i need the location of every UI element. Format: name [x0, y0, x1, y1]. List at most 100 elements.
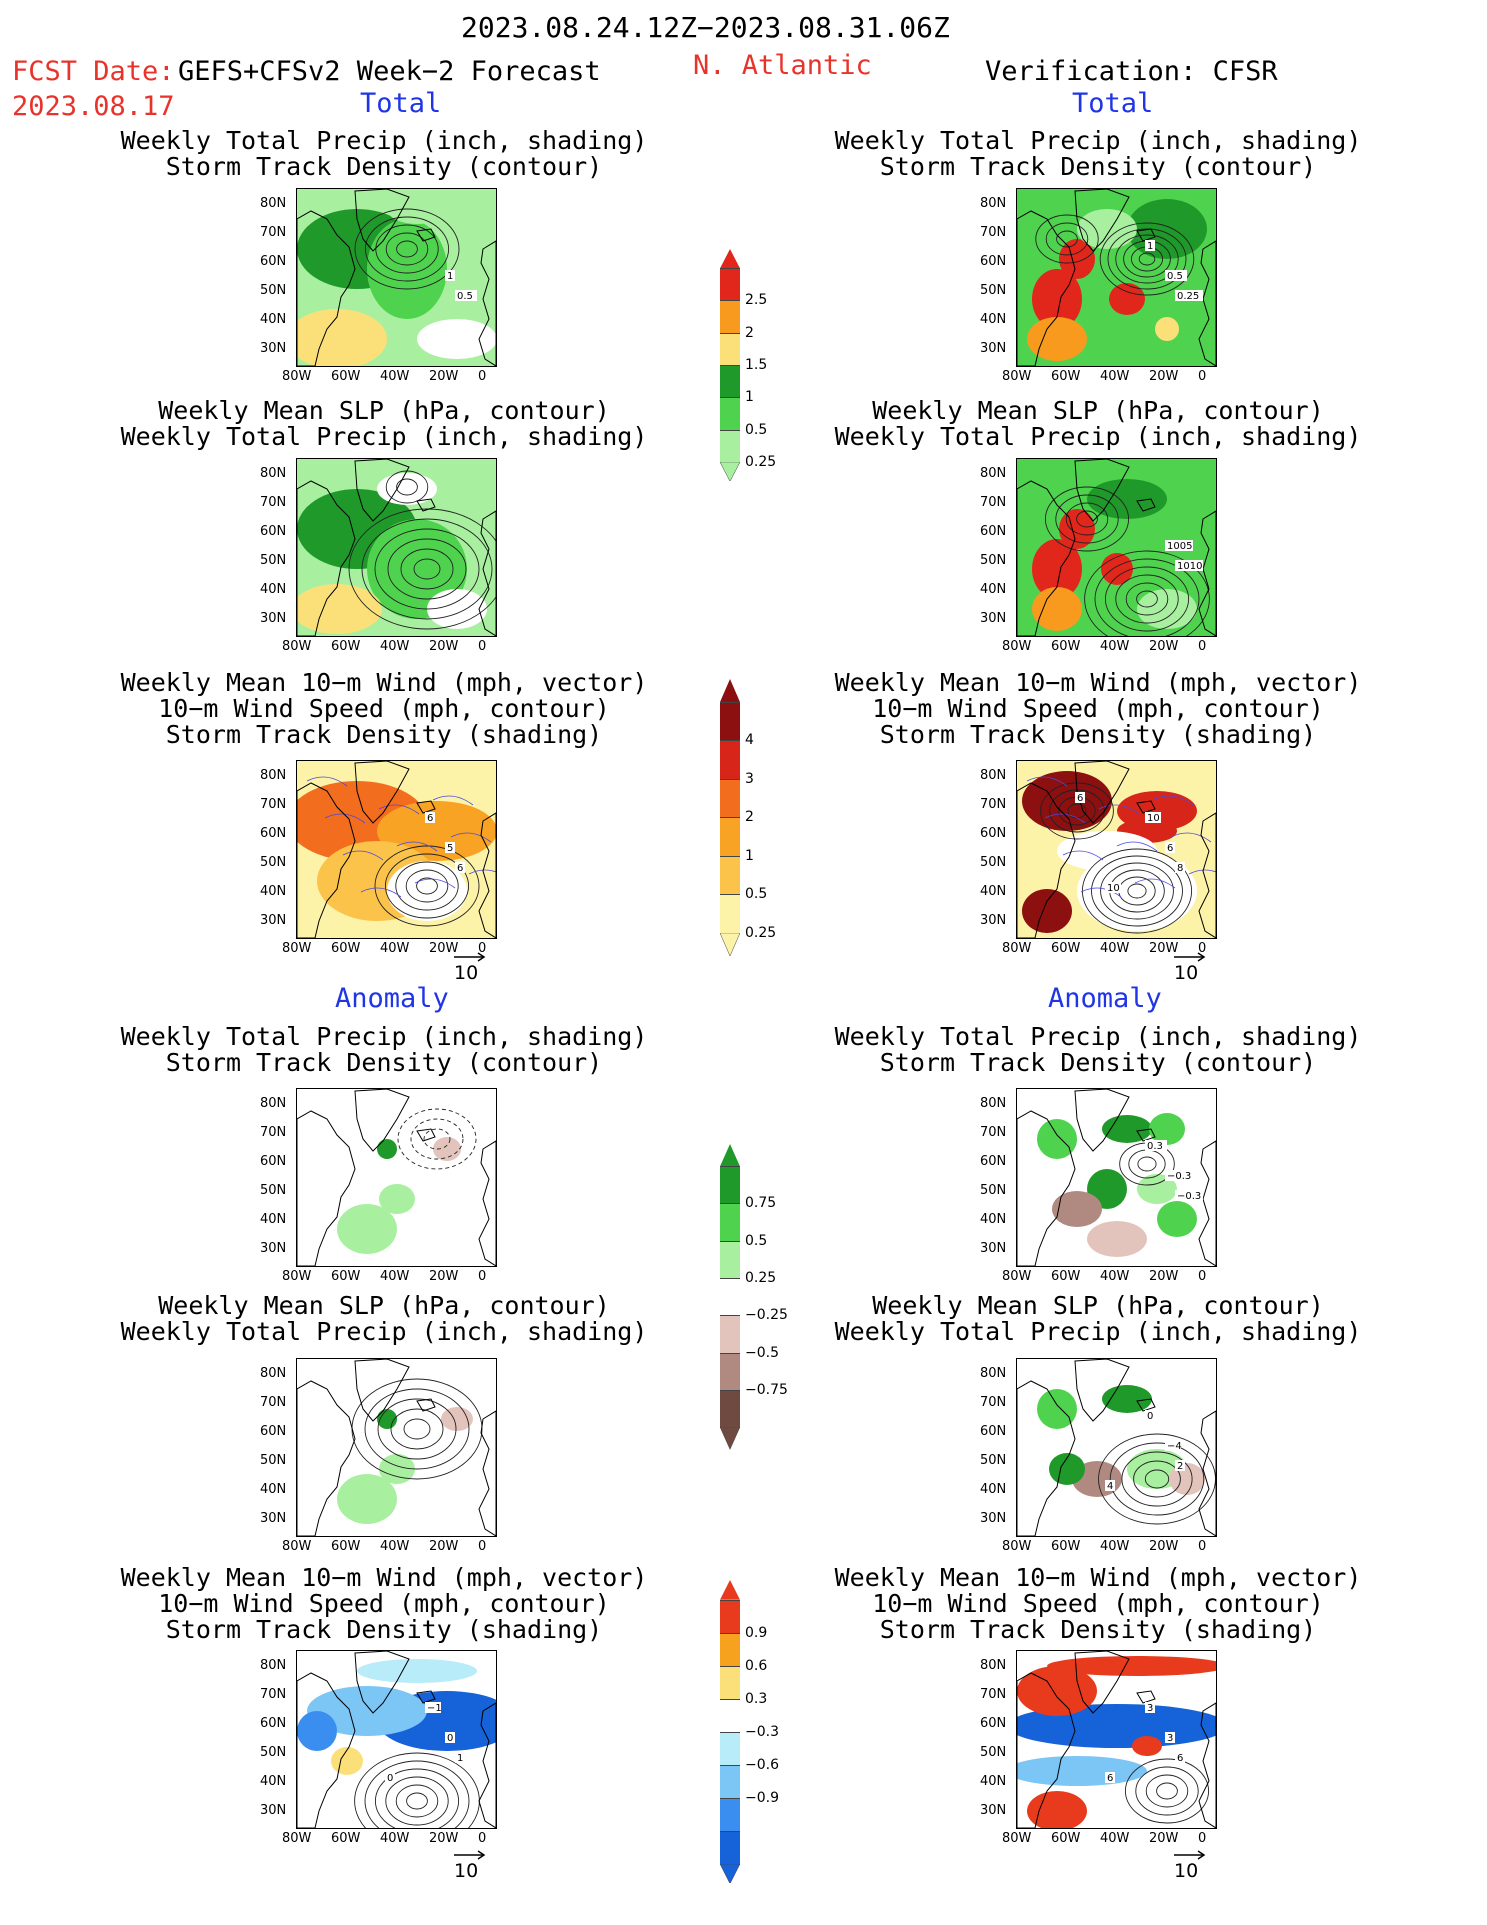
svg-text:0.25: 0.25 — [1177, 291, 1199, 302]
lat-tick: 40N — [260, 1212, 287, 1227]
lat-tick: 30N — [980, 611, 1007, 626]
lat-tick: 40N — [980, 312, 1007, 327]
forecast-slp-map — [296, 458, 497, 637]
verification-wind-map: 6 8 10 10 6 — [1016, 760, 1217, 939]
precip-anomaly-colorbar — [720, 1143, 740, 1450]
lat-tick: 50N — [260, 1453, 287, 1468]
lon-tick: 40W — [1100, 369, 1130, 384]
colorbar-label: 1 — [745, 389, 754, 406]
lon-tick: 40W — [1100, 1831, 1130, 1846]
lat-tick: 30N — [980, 1511, 1007, 1526]
lon-tick: 40W — [380, 639, 410, 654]
lat-tick: 40N — [980, 1774, 1007, 1789]
lat-tick: 50N — [260, 1745, 287, 1760]
model-name: GEFS+CFSv2 Week−2 Forecast — [178, 56, 601, 87]
lat-tick: 30N — [980, 341, 1007, 356]
ver-total-precip-title-2: Storm Track Density (contour) — [879, 152, 1317, 181]
svg-text:5: 5 — [447, 843, 453, 854]
svg-text:10: 10 — [1107, 883, 1120, 894]
lat-tick: 40N — [260, 582, 287, 597]
lat-tick: 40N — [980, 1482, 1007, 1497]
colorbar-label: 0.75 — [745, 1195, 777, 1212]
fcst-anom-precip-title-2: Storm Track Density (contour) — [165, 1048, 603, 1077]
colorbar-label: 0.25 — [745, 924, 777, 941]
colorbar-label: 4 — [745, 732, 754, 749]
lat-tick: 30N — [260, 341, 287, 356]
colorbar-label: −0.25 — [745, 1307, 788, 1324]
lon-tick: 20W — [429, 1831, 459, 1846]
colorbar-label: 3 — [745, 770, 754, 787]
lon-tick: 60W — [331, 1831, 361, 1846]
fcst-anomaly-label: Anomaly — [335, 983, 449, 1014]
colorbar-swatch — [720, 740, 740, 780]
lat-tick: 40N — [260, 312, 287, 327]
lat-tick: 60N — [980, 254, 1007, 269]
fcst-anom-slp-title-2: Weekly Total Precip (inch, shading) — [120, 1317, 648, 1346]
svg-text:3: 3 — [1147, 1703, 1153, 1714]
lat-tick: 60N — [980, 1154, 1007, 1169]
lat-tick: 80N — [980, 1096, 1007, 1111]
svg-text:1005: 1005 — [1167, 541, 1192, 552]
colorbar-label: −0.9 — [745, 1789, 779, 1806]
svg-text:3: 3 — [1167, 1733, 1173, 1744]
colorbar-label: 0.6 — [745, 1657, 768, 1674]
ver-total-vector-ref: 10 — [1174, 952, 1206, 984]
lon-tick: 60W — [1051, 639, 1081, 654]
lon-tick: 80W — [282, 1539, 312, 1554]
lon-tick: 0 — [478, 1831, 487, 1846]
lat-tick: 30N — [260, 1241, 287, 1256]
lon-tick: 0 — [1198, 1269, 1207, 1284]
colorbar-swatch — [720, 1315, 740, 1354]
colorbar-swatch — [720, 1203, 740, 1242]
lon-tick: 80W — [282, 1269, 312, 1284]
colorbar-swatch — [720, 855, 740, 896]
svg-text:0: 0 — [447, 1733, 453, 1744]
lon-tick: 40W — [1100, 1269, 1130, 1284]
ver-anom-wind-title-2: 10−m Wind Speed (mph, contour) — [872, 1589, 1324, 1618]
ver-anom-wind-title-3: Storm Track Density (shading) — [879, 1615, 1317, 1644]
lon-tick: 0 — [478, 1269, 487, 1284]
colorbar-swatch — [720, 1166, 740, 1205]
fcst-total-slp-title-1: Weekly Mean SLP (hPa, contour) — [158, 396, 610, 425]
colorbar-swatch — [720, 778, 740, 819]
lon-tick: 60W — [1051, 1831, 1081, 1846]
fcst-total-wind-title-3: Storm Track Density (shading) — [165, 720, 603, 749]
colorbar-label: 0.9 — [745, 1624, 768, 1641]
lat-tick: 70N — [260, 1395, 287, 1410]
lat-tick: 30N — [980, 1241, 1007, 1256]
forecast-awind-map: 0 1 −1 0 — [296, 1650, 497, 1829]
lat-tick: 60N — [980, 1424, 1007, 1439]
lon-tick: 20W — [429, 369, 459, 384]
lat-tick: 80N — [980, 768, 1007, 783]
fcst-anom-wind-title-1: Weekly Mean 10−m Wind (mph, vector) — [120, 1563, 648, 1592]
lon-tick: 80W — [282, 369, 312, 384]
colorbar-label: 2 — [745, 809, 754, 826]
svg-text:4: 4 — [1107, 1481, 1113, 1492]
lon-tick: 0 — [1198, 639, 1207, 654]
lat-tick: 50N — [980, 1745, 1007, 1760]
colorbar-swatch — [720, 1632, 740, 1667]
lat-tick: 30N — [260, 611, 287, 626]
lon-tick: 20W — [429, 941, 459, 956]
lat-tick: 60N — [260, 254, 287, 269]
lat-tick: 80N — [260, 466, 287, 481]
colorbar-label: 1.5 — [745, 356, 768, 373]
lon-tick: 0 — [1198, 941, 1207, 956]
colorbar-swatch — [720, 397, 740, 431]
lon-tick: 0 — [1198, 369, 1207, 384]
lat-tick: 70N — [260, 797, 287, 812]
lat-tick: 70N — [260, 1687, 287, 1702]
fcst-total-precip-title-2: Storm Track Density (contour) — [165, 152, 603, 181]
svg-text:10: 10 — [1147, 813, 1160, 824]
verification-aslp-map: −4 2 0 4 — [1016, 1358, 1217, 1537]
lat-tick: 40N — [260, 1774, 287, 1789]
colorbar-label: 2 — [745, 324, 754, 341]
lat-tick: 40N — [980, 582, 1007, 597]
vector-ref-label: 10 — [454, 962, 479, 984]
svg-text:8: 8 — [1177, 863, 1183, 874]
lat-tick: 70N — [980, 1687, 1007, 1702]
vector-ref-label: 10 — [454, 1860, 479, 1882]
svg-text:1: 1 — [447, 271, 453, 282]
lat-tick: 60N — [980, 524, 1007, 539]
lon-tick: 20W — [1149, 941, 1179, 956]
